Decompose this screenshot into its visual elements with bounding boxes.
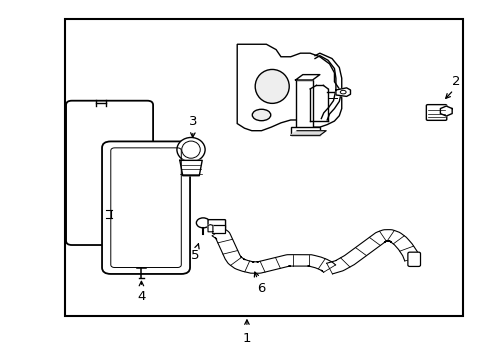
Ellipse shape (196, 218, 209, 228)
Text: 3: 3 (189, 114, 197, 127)
FancyBboxPatch shape (211, 225, 224, 233)
Polygon shape (335, 88, 350, 96)
Text: 5: 5 (190, 248, 199, 261)
Polygon shape (440, 106, 451, 116)
Ellipse shape (177, 138, 204, 162)
Polygon shape (180, 160, 202, 176)
Bar (290, 127, 319, 135)
FancyBboxPatch shape (407, 252, 420, 266)
Text: 1: 1 (242, 333, 251, 346)
FancyBboxPatch shape (102, 141, 190, 274)
Polygon shape (237, 44, 341, 131)
Ellipse shape (252, 109, 270, 121)
FancyBboxPatch shape (426, 105, 446, 120)
Bar (64, 19, 462, 316)
Text: 2: 2 (451, 75, 459, 88)
Polygon shape (295, 75, 319, 80)
Bar (295, 80, 312, 130)
Text: 4: 4 (137, 289, 145, 303)
FancyBboxPatch shape (66, 101, 153, 245)
FancyBboxPatch shape (207, 220, 225, 229)
Polygon shape (207, 225, 212, 232)
Ellipse shape (255, 69, 288, 103)
Polygon shape (290, 131, 325, 135)
Text: 6: 6 (257, 283, 265, 296)
